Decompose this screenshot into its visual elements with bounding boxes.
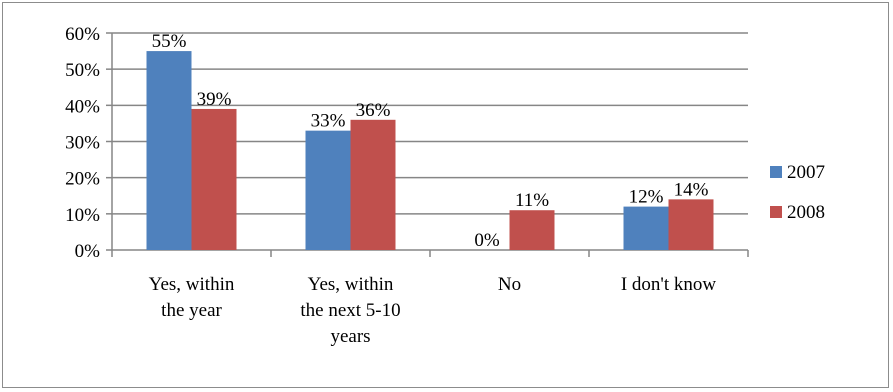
- bar-2007: [305, 130, 351, 250]
- legend-swatch-2008: [770, 206, 782, 218]
- y-tick-label: 50%: [65, 60, 100, 81]
- legend-swatch-2007: [770, 166, 782, 178]
- x-category-label: No: [498, 274, 521, 295]
- x-category-label-line: the next 5-10: [300, 300, 400, 321]
- x-category-label-line: Yes, within: [308, 274, 394, 295]
- y-tick-label: 30%: [65, 133, 100, 154]
- legend-label: 2008: [787, 202, 825, 223]
- x-category-label-line: I don't know: [621, 274, 717, 295]
- x-category-label: I don't know: [621, 274, 717, 295]
- bar-2008: [509, 210, 555, 250]
- y-tick-label: 10%: [65, 205, 100, 226]
- x-category-label: Yes, within the year: [149, 274, 235, 321]
- x-category-label-line: No: [498, 274, 521, 295]
- x-category-label: Yes, within the next 5-10 years: [300, 274, 400, 347]
- data-label: 12%: [629, 187, 664, 208]
- bar-2008: [350, 119, 396, 250]
- bar-2008: [668, 199, 714, 250]
- bar-2007: [146, 51, 192, 251]
- x-category-label-line: years: [330, 326, 370, 347]
- x-category-label-line: the year: [161, 300, 222, 321]
- bar-2007: [623, 206, 669, 250]
- data-label: 39%: [197, 89, 232, 110]
- bar-2008: [191, 108, 237, 250]
- data-label: 36%: [356, 100, 391, 121]
- data-label: 11%: [515, 190, 549, 211]
- data-label: 0%: [474, 230, 500, 251]
- data-label: 14%: [674, 179, 709, 200]
- y-tick-label: 40%: [65, 96, 100, 117]
- y-tick-label: 0%: [75, 241, 101, 262]
- x-category-label-line: Yes, within: [149, 274, 235, 295]
- data-label: 33%: [311, 111, 346, 132]
- legend-label: 2007: [787, 162, 825, 183]
- data-label: 55%: [152, 31, 187, 52]
- y-tick-label: 20%: [65, 169, 100, 190]
- y-tick-label: 60%: [65, 24, 100, 45]
